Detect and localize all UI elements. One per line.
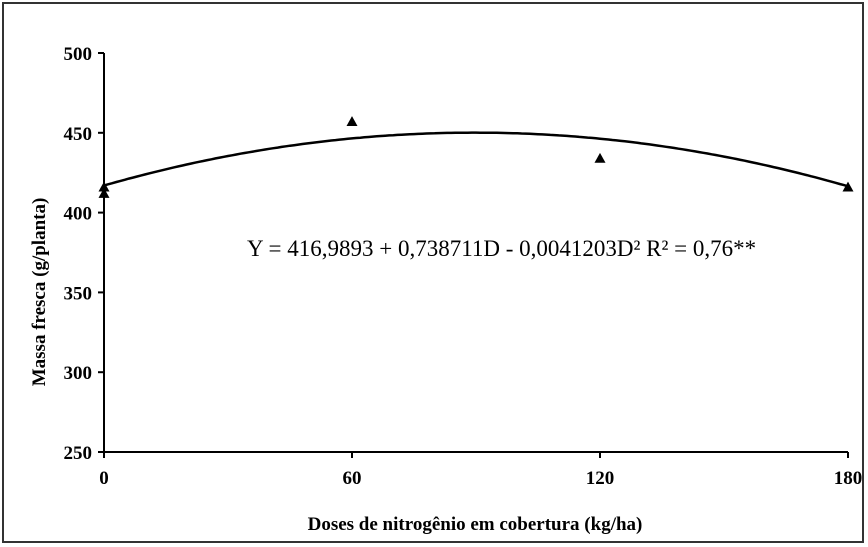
x-axis-label: Doses de nitrogênio em cobertura (kg/ha) [308, 514, 643, 535]
y-tick-label: 250 [64, 443, 93, 464]
y-tick-label: 450 [64, 124, 93, 145]
y-tick-label: 400 [64, 204, 93, 225]
data-point [98, 187, 110, 198]
points-layer [98, 116, 854, 198]
data-point [346, 116, 358, 127]
axes: 250 300 350 400 450 500 0 60 120 180 [64, 44, 863, 489]
y-tick-label: 350 [64, 283, 93, 304]
data-point [842, 181, 854, 192]
y-tick-label: 500 [64, 44, 93, 65]
regression-equation: Y = 416,9893 + 0,738711D - 0,0041203D² R… [247, 236, 756, 261]
y-axis-label: Massa fresca (g/planta) [29, 198, 50, 387]
curve-layer [103, 131, 849, 188]
y-tick-label: 300 [64, 363, 93, 384]
fitted-curve-line [103, 131, 849, 188]
x-tick-label: 180 [834, 468, 863, 489]
data-point [98, 181, 110, 192]
x-tick-label: 120 [586, 468, 615, 489]
x-tick-label: 60 [343, 468, 362, 489]
x-tick-label: 0 [99, 468, 109, 489]
data-point [594, 152, 606, 163]
